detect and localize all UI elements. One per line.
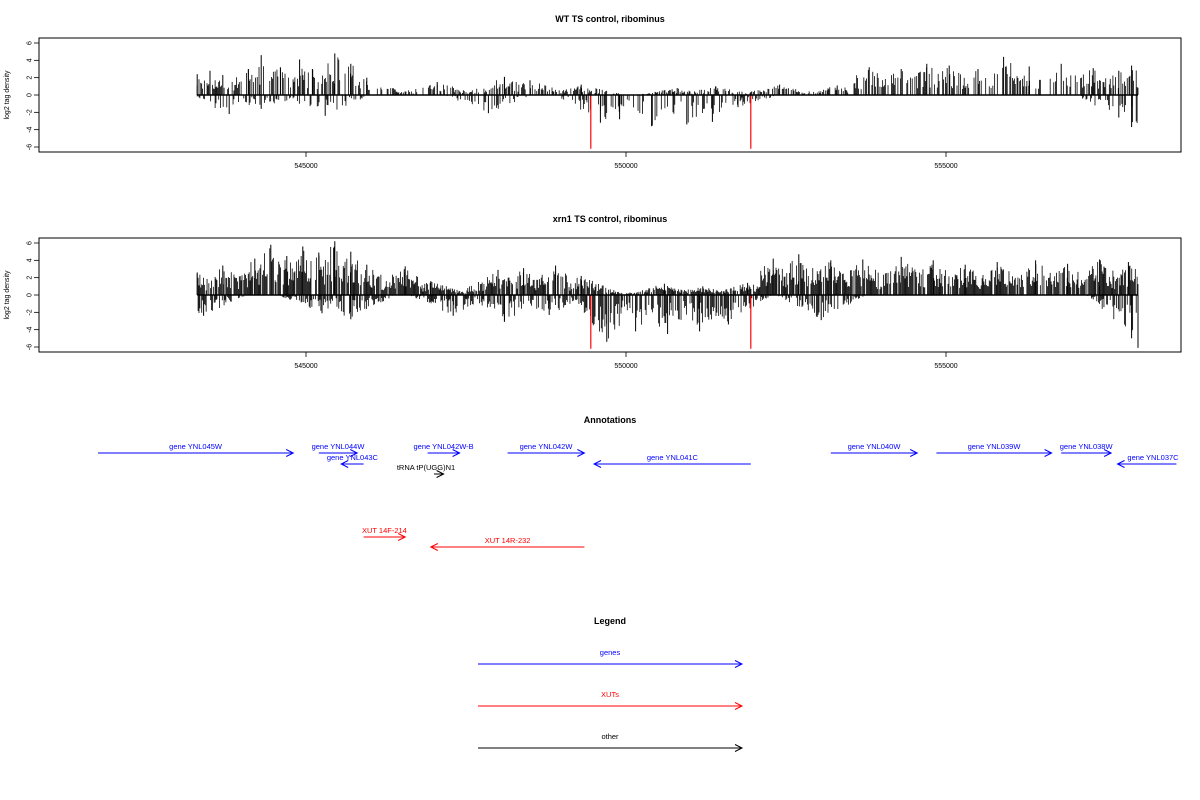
legend-entry-other: other xyxy=(478,732,744,752)
arrowhead xyxy=(436,470,445,478)
arrowhead xyxy=(349,449,359,457)
y-tick-label: 4 xyxy=(27,258,34,262)
y-tick-label: 6 xyxy=(27,41,34,45)
arrowhead xyxy=(429,543,439,551)
feature-label: gene YNL040W xyxy=(848,442,902,451)
feature-label: gene YNL037C xyxy=(1127,453,1179,462)
feature-label: gene YNL038W xyxy=(1060,442,1114,451)
feature-trna-tp-ugg-n1: tRNA tP(UGG)N1 xyxy=(397,463,455,478)
y-tick-label: -6 xyxy=(27,144,34,150)
feature-gene-ynl039w: gene YNL039W xyxy=(936,442,1053,457)
legend-arrowhead xyxy=(734,660,744,668)
feature-label: gene YNL043C xyxy=(327,453,379,462)
annotations-title: Annotations xyxy=(584,415,637,425)
legend-label: genes xyxy=(600,648,621,657)
feature-label: gene YNL044W xyxy=(312,442,366,451)
y-tick-label: -2 xyxy=(27,109,34,115)
feature-gene-ynl038w: gene YNL038W xyxy=(1060,442,1114,457)
feature-label: gene YNL042W xyxy=(520,442,574,451)
y-tick-label: 6 xyxy=(27,241,34,245)
y-tick-label: -4 xyxy=(27,126,34,132)
x-tick-label: 545000 xyxy=(294,163,317,170)
feature-xut-14r-232: XUT 14R-232 xyxy=(429,536,585,551)
legend-title: Legend xyxy=(594,616,626,626)
density-panel-2: xrn1 TS control, ribominus -6 -4 -2 0 2 4 6 log2… xyxy=(4,214,1182,370)
y-tick-label: -2 xyxy=(27,309,34,315)
feature-label: XUT 14R-232 xyxy=(485,536,531,545)
bar-group xyxy=(196,241,1139,349)
feature-label: tRNA tP(UGG)N1 xyxy=(397,463,455,472)
feature-label: XUT 14F-214 xyxy=(362,526,407,535)
feature-label: gene YNL045W xyxy=(169,442,223,451)
x-tick-label: 550000 xyxy=(614,163,637,170)
legend-label: XUTs xyxy=(601,690,619,699)
density-panel-1: WT TS control, ribominus -6 -4 -2 0 2 4 6 log2 t… xyxy=(4,14,1182,170)
arrowhead xyxy=(452,449,461,457)
legend-arrowhead xyxy=(734,702,744,710)
y-axis-label: log2 tag density xyxy=(4,270,11,320)
arrowhead xyxy=(340,460,349,468)
arrowhead xyxy=(285,449,295,457)
arrowhead xyxy=(1116,460,1125,468)
y-tick-label: 0 xyxy=(27,93,34,97)
arrowhead xyxy=(397,533,407,541)
feature-gene-ynl044w: gene YNL044W xyxy=(312,442,366,457)
x-tick-label: 545000 xyxy=(294,363,317,370)
arrowhead xyxy=(577,449,586,457)
y-axis-label: log2 tag density xyxy=(4,70,11,120)
feature-gene-ynl043c: gene YNL043C xyxy=(327,453,379,468)
x-tick-label: 550000 xyxy=(614,363,637,370)
legend-label: other xyxy=(601,732,619,741)
feature-xut-14f-214: XUT 14F-214 xyxy=(362,526,407,541)
y-tick-label: 2 xyxy=(27,276,34,280)
legend-entry-xuts: XUTs xyxy=(478,690,744,710)
annotations-track: Annotations gene YNL045W gene YNL044W gene … xyxy=(98,415,1179,551)
feature-label: gene YNL042W-B xyxy=(414,442,474,451)
arrowhead xyxy=(1044,449,1053,457)
y-tick-label: 0 xyxy=(27,293,34,297)
feature-gene-ynl042w: gene YNL042W xyxy=(507,442,586,457)
legend-entry-genes: genes xyxy=(478,648,744,668)
x-tick-label: 555000 xyxy=(934,163,957,170)
feature-gene-ynl040w: gene YNL040W xyxy=(830,442,919,457)
arrowhead xyxy=(1103,449,1113,457)
feature-gene-ynl041c: gene YNL041C xyxy=(592,453,751,468)
arrowhead xyxy=(909,449,919,457)
legend: Legend genes XUTs other xyxy=(478,616,744,752)
feature-label: gene YNL041C xyxy=(647,453,699,462)
y-tick-label: -4 xyxy=(27,326,34,332)
bar-group xyxy=(196,53,1139,149)
feature-gene-ynl037c: gene YNL037C xyxy=(1116,453,1179,468)
y-tick-label: -6 xyxy=(27,344,34,350)
arrowhead xyxy=(592,460,602,468)
y-tick-label: 4 xyxy=(27,58,34,62)
panel-title: xrn1 TS control, ribominus xyxy=(553,214,668,224)
feature-gene-ynl045w: gene YNL045W xyxy=(98,442,295,457)
feature-gene-ynl042w-b: gene YNL042W-B xyxy=(414,442,474,457)
feature-label: gene YNL039W xyxy=(968,442,1022,451)
legend-arrowhead xyxy=(734,744,744,752)
x-tick-label: 555000 xyxy=(934,363,957,370)
panel-title: WT TS control, ribominus xyxy=(555,14,665,24)
y-tick-label: 2 xyxy=(27,76,34,80)
